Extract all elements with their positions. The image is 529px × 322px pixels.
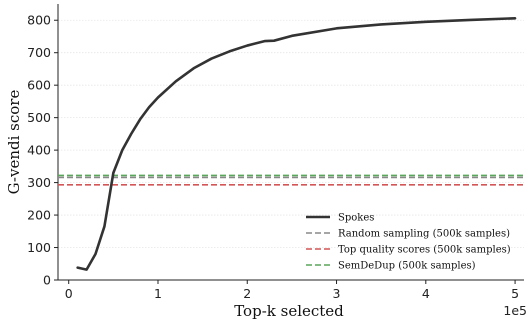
legend-label-3: SemDeDup (500k samples)	[338, 261, 476, 272]
series-line-0	[76, 16, 517, 271]
x-tick-label-2: 2	[243, 286, 251, 301]
y-tick-label-200: 200	[27, 208, 51, 223]
y-tick-label-300: 300	[27, 175, 51, 190]
x-axis-exponent-label: 1e5	[503, 303, 527, 318]
legend-label-1: Random sampling (500k samples)	[338, 229, 510, 240]
y-tick-label-500: 500	[27, 110, 51, 125]
grid-lines	[58, 19, 524, 248]
legend: Spokes Random sampling (500k samples) Top …	[306, 213, 511, 272]
y-axis-label: G-vendi score	[5, 90, 23, 195]
x-tick-label-1: 1	[154, 286, 162, 301]
y-tick-label-400: 400	[27, 143, 51, 158]
x-tick-label-5: 5	[511, 286, 519, 301]
y-tick-label-0: 0	[43, 273, 51, 288]
y-tick-label-700: 700	[27, 45, 51, 60]
legend-label-0: Spokes	[338, 213, 374, 224]
x-tick-label-3: 3	[333, 286, 341, 301]
y-tick-label-100: 100	[27, 240, 51, 255]
tick-labels: 0 100 200 300 400 500 600 700 800 0 1 2 3 4 5	[27, 13, 519, 301]
y-tick-label-600: 600	[27, 78, 51, 93]
x-axis-label: Top-k selected	[234, 302, 344, 320]
x-tick-label-4: 4	[422, 286, 430, 301]
series-lines	[58, 16, 524, 271]
x-tick-label-0: 0	[65, 286, 73, 301]
legend-label-2: Top quality scores (500k samples)	[338, 245, 511, 256]
y-tick-label-800: 800	[27, 13, 51, 28]
axes	[54, 4, 524, 284]
